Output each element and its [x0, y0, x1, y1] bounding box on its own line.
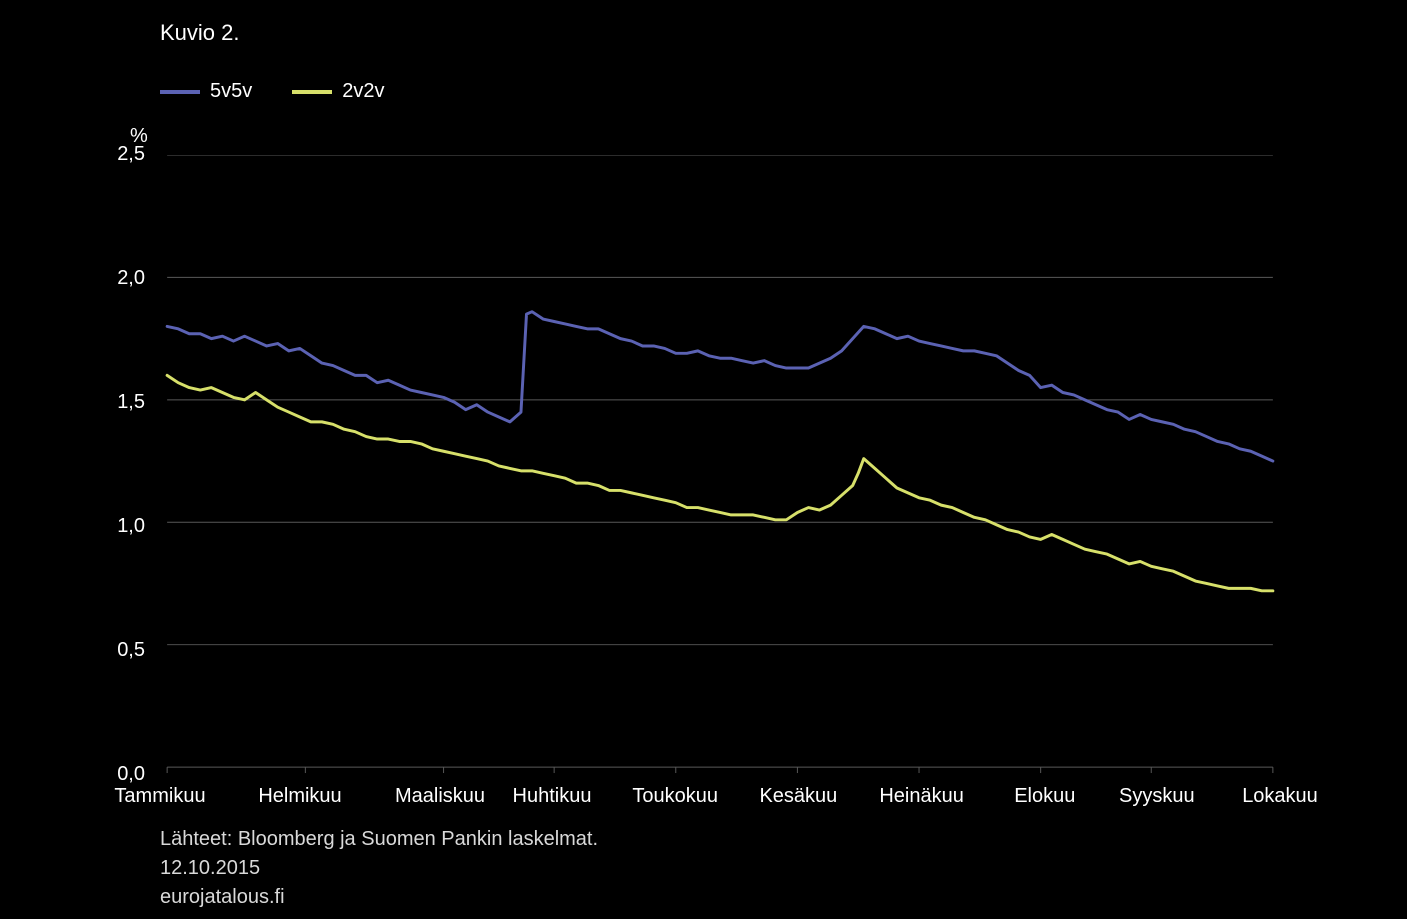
gridlines: [167, 155, 1273, 773]
y-tick-label: 1,5: [25, 391, 145, 414]
y-tick-label: 0,0: [25, 763, 145, 786]
x-tick-label: Elokuu: [1014, 785, 1075, 808]
legend-item-2v2v: 2v2v: [292, 80, 384, 103]
x-tick-label: Toukokuu: [632, 785, 718, 808]
x-tick-label: Lokakuu: [1242, 785, 1318, 808]
x-tick-label: Huhtikuu: [513, 785, 592, 808]
x-tick-label: Tammikuu: [114, 785, 205, 808]
x-tick-label: Maaliskuu: [395, 785, 485, 808]
footnote-site: eurojatalous.fi: [160, 883, 598, 912]
legend-swatch-5v5v: [160, 90, 200, 94]
x-tick-label: Syyskuu: [1119, 785, 1195, 808]
legend: 5v5v 2v2v: [160, 80, 385, 103]
series-group: [167, 312, 1273, 591]
x-tick-label: Heinäkuu: [879, 785, 964, 808]
x-tick-label: Kesäkuu: [759, 785, 837, 808]
legend-swatch-2v2v: [292, 90, 332, 94]
y-tick-label: 2,0: [25, 267, 145, 290]
chart-title: Kuvio 2.: [160, 20, 240, 46]
chart-footnotes: Lähteet: Bloomberg ja Suomen Pankin lask…: [160, 825, 598, 912]
footnote-date: 12.10.2015: [160, 854, 598, 883]
footnote-source: Lähteet: Bloomberg ja Suomen Pankin lask…: [160, 825, 598, 854]
plot-area: [160, 155, 1280, 775]
series-line-2v2v: [167, 375, 1273, 590]
y-tick-label: 0,5: [25, 639, 145, 662]
series-line-5v5v: [167, 312, 1273, 461]
chart-container: Kuvio 2. 5v5v 2v2v % 2,5 2,0 1,5 1,0 0,5…: [0, 0, 1407, 919]
y-tick-label: 1,0: [25, 515, 145, 538]
x-tick-label: Helmikuu: [258, 785, 341, 808]
legend-label-2v2v: 2v2v: [342, 80, 384, 103]
legend-label-5v5v: 5v5v: [210, 80, 252, 103]
y-tick-label: 2,5: [25, 143, 145, 166]
legend-item-5v5v: 5v5v: [160, 80, 252, 103]
